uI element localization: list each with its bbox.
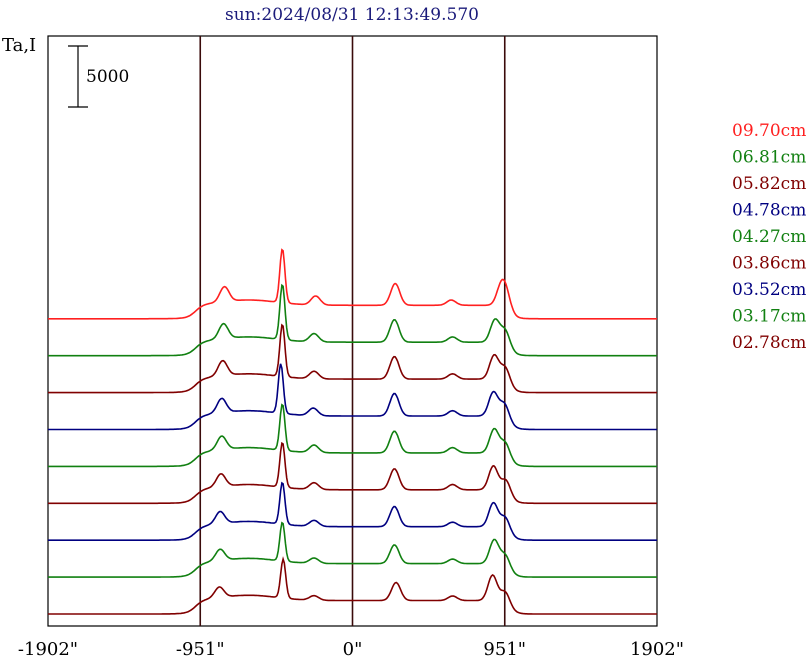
series-line-04.27cm (48, 403, 657, 468)
x-tick-label: -951" (176, 639, 225, 660)
series-line-04.78cm (48, 363, 657, 431)
legend-entry: 05.82cm (732, 174, 806, 194)
legend-entry: 04.27cm (732, 227, 806, 247)
legend-entry: 06.81cm (732, 148, 806, 168)
legend-entry: 04.78cm (732, 201, 806, 221)
y-axis-label: Ta,I (2, 35, 36, 56)
legend-entry: 03.86cm (732, 254, 806, 274)
series-line-02.78cm (48, 556, 657, 615)
legend-entry: 03.17cm (732, 307, 806, 327)
series-line-03.17cm (48, 521, 657, 578)
vertical-reference-lines (199, 36, 506, 626)
scale-bar: 5000 (68, 45, 129, 108)
legend-entry: 02.78cm (732, 333, 806, 353)
series-line-03.86cm (48, 441, 657, 505)
series-traces (48, 248, 657, 615)
legend-entry: 03.52cm (732, 280, 806, 300)
x-tick-label: 1902" (630, 639, 684, 660)
chart-title: sun:2024/08/31 12:13:49.570 (225, 5, 479, 25)
x-tick-labels: -1902" -951" 0" 951" 1902" (18, 639, 684, 660)
legend: 09.70cm 06.81cm 05.82cm 04.78cm 04.27cm 03.86… (732, 121, 806, 353)
series-line-03.52cm (48, 481, 657, 541)
x-tick-label: 951" (483, 639, 526, 660)
legend-entry: 09.70cm (732, 121, 806, 141)
scale-bar-label: 5000 (86, 67, 129, 87)
series-line-06.81cm (48, 283, 657, 357)
x-tick-label: 0" (343, 639, 363, 660)
x-tick-label: -1902" (18, 639, 78, 660)
series-line-05.82cm (48, 323, 657, 394)
series-line-09.70cm (48, 248, 657, 320)
